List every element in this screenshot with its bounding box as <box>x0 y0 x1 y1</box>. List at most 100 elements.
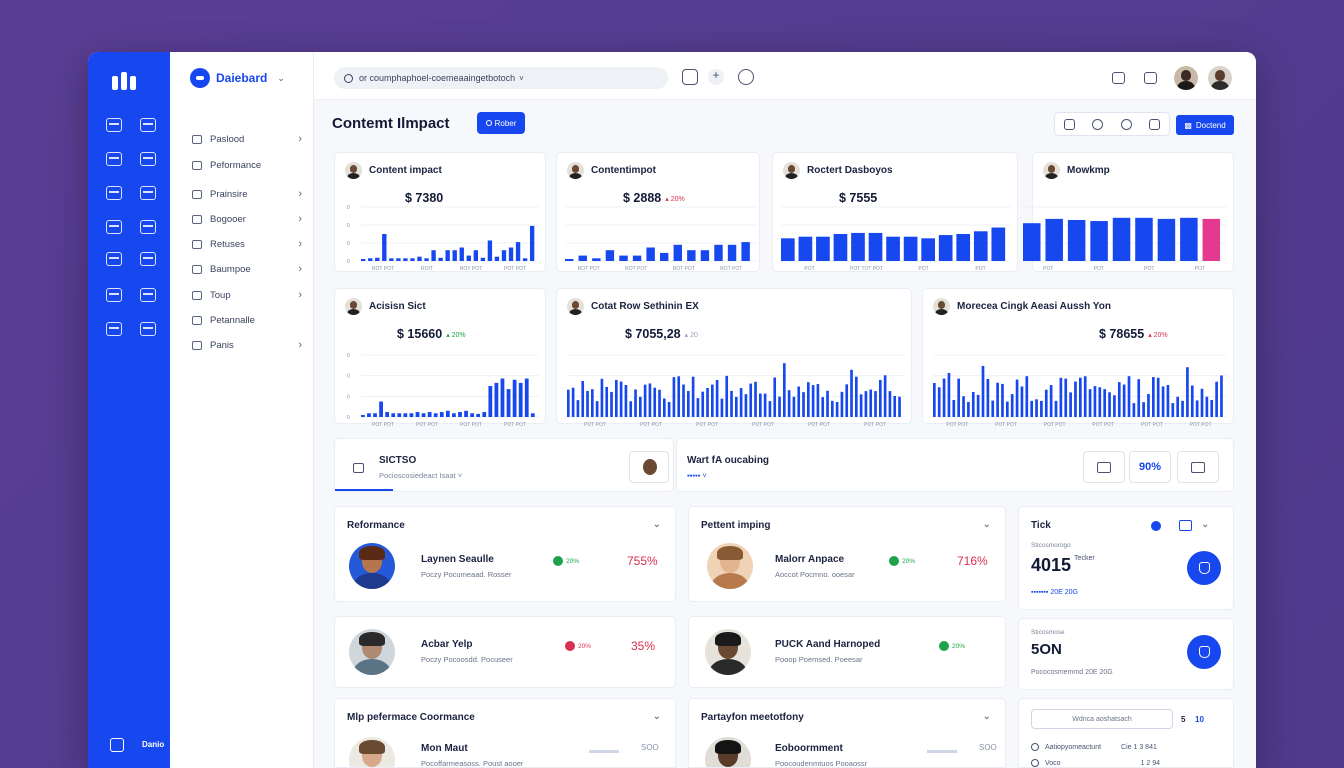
grid-icon[interactable] <box>140 152 156 166</box>
sidebar-item[interactable]: Toup › <box>192 286 302 304</box>
chevron-right-icon: › <box>298 339 302 351</box>
view-toolbar <box>1054 112 1170 136</box>
layers-icon[interactable] <box>140 220 156 234</box>
shield-icon[interactable] <box>106 288 122 302</box>
primary-action-button[interactable]: ▩ Doctend <box>1176 115 1234 135</box>
folder-icon[interactable] <box>1112 72 1125 84</box>
monitor-icon[interactable] <box>106 152 122 166</box>
sidebar-item[interactable]: Prainsire › <box>192 185 302 203</box>
people-card[interactable]: Pettent imping ⌄ Malorr Anpace Aoccot Pocmn… <box>688 506 1006 602</box>
kpi-card[interactable]: Morecea Cingk Aeasi Aussh Yon $ 78655 ▴ 20… <box>922 288 1234 428</box>
people-card[interactable]: Partayfon meetotfony ⌄ Eoboormment Poocoude… <box>688 698 1006 768</box>
sidebar-item[interactable]: Retuses › <box>192 235 302 253</box>
image-button[interactable] <box>1083 451 1125 483</box>
home-icon[interactable] <box>106 186 122 200</box>
chevron-down-icon: ⌄ <box>277 72 285 83</box>
kpi-card[interactable]: Acisisn Sict $ 15660 ▴ 20% 0 0 0 0 POT POT POT P… <box>334 288 546 428</box>
chevron-down-icon[interactable]: ⌄ <box>1201 519 1210 530</box>
stat-card-second: Sticosmose 5ON Pococosmemmd 20E 20G <box>1018 618 1234 690</box>
brand-switcher[interactable]: Daiebard ⌄ <box>190 68 285 88</box>
document-icon[interactable] <box>1149 118 1161 130</box>
refresh-icon[interactable] <box>1092 118 1104 130</box>
x-tick-label: POT POT <box>1141 422 1163 428</box>
avatar[interactable] <box>1208 66 1232 90</box>
chart-bar <box>883 375 887 417</box>
people-card[interactable]: Mlp pefermace Coormance ⌄ Mon Maut Pocoffar… <box>334 698 676 768</box>
kpi-card[interactable]: Content impact $ 7380 0 0 0 0 ROT POT ROIT ROY P… <box>334 152 546 272</box>
avatar <box>705 629 751 675</box>
sidebar-item[interactable]: Bogooer › <box>192 210 302 228</box>
x-tick-label: POT <box>975 266 985 272</box>
filter-button[interactable]: Rober <box>477 112 525 134</box>
document-icon[interactable] <box>140 118 156 132</box>
sidebar-item[interactable]: Peformance <box>192 156 302 174</box>
chevron-down-icon[interactable]: ⌄ <box>982 519 991 530</box>
chart-bar <box>458 412 462 417</box>
trend-pill: 20% <box>565 641 591 651</box>
add-button[interactable]: + <box>708 69 724 85</box>
calendar-icon[interactable] <box>1063 118 1075 130</box>
people-card[interactable]: Acbar Yelp Poczy Pocoosdd. Pocuseer 20% 35% <box>334 616 676 688</box>
kpi-card[interactable]: Contentimpot $ 2888 ▴ 20% ROT POT ROT POT ROT… <box>556 152 760 272</box>
chart-bar <box>1088 389 1092 417</box>
lock-icon[interactable] <box>140 252 156 266</box>
sidebar-item[interactable]: Petannalle <box>192 311 302 329</box>
chart-bar <box>610 391 613 417</box>
keyword-input[interactable]: Wdnca aoshatsach <box>1031 709 1173 729</box>
keyboard-button[interactable] <box>1177 451 1219 483</box>
chat-icon[interactable] <box>738 69 754 85</box>
avatar <box>705 737 751 767</box>
grid-icon[interactable] <box>106 252 122 266</box>
chevron-down-icon[interactable]: ⌄ <box>982 711 991 722</box>
calendar-icon[interactable] <box>682 69 698 85</box>
table-icon[interactable] <box>106 220 122 234</box>
trend-icon <box>939 641 949 651</box>
sidebar-item[interactable]: Panis › <box>192 336 302 354</box>
voice-button[interactable] <box>1187 635 1221 669</box>
sidebar-item[interactable]: Paslood › <box>192 130 302 148</box>
performance-percent: 716% <box>957 554 988 568</box>
workspace-icon[interactable] <box>110 738 124 752</box>
sidebar-item-label: Bogooer <box>210 213 246 225</box>
avatar[interactable] <box>629 451 669 483</box>
people-card[interactable]: Reformance ⌄ Laynen Seaulle Poczy Pocumeaad… <box>334 506 676 602</box>
list-item[interactable]: Aatiopyomeactunt Cie 1 3 841 <box>1031 743 1157 751</box>
sidebar-item-label: Peformance <box>210 159 262 171</box>
bar-chart: 0 0 0 0 POT POT POT POT POT POT POT POT <box>347 353 539 428</box>
person-name: Eoboormment <box>775 743 843 754</box>
voice-button[interactable] <box>1187 551 1221 585</box>
chart-bar <box>1215 381 1218 417</box>
nav-icon <box>192 214 202 224</box>
nav-icon <box>192 315 202 325</box>
calendar-icon[interactable] <box>140 186 156 200</box>
list-item[interactable]: Voco 1 2 94 <box>1031 759 1160 767</box>
clock-icon[interactable] <box>1120 118 1132 130</box>
chart-bar <box>826 390 829 417</box>
sidebar-item-label: Toup <box>210 289 231 301</box>
sidebar-item[interactable]: Baumpoe › <box>192 260 302 278</box>
kpi-card[interactable]: Roctert Dasboyos $ 7555 POT POT TOT POT POT P… <box>772 152 1018 272</box>
apps-icon[interactable] <box>106 322 122 336</box>
percent-badge[interactable]: 90% <box>1129 451 1171 483</box>
people-card[interactable]: PUCK Aand Harnoped Pooop Poemsed. Poeesar… <box>688 616 1006 688</box>
chart-icon[interactable] <box>106 118 122 132</box>
chevron-down-icon[interactable]: ⌄ <box>652 519 661 530</box>
calendar-icon[interactable] <box>1179 520 1192 531</box>
kpi-card[interactable]: Mowkmp POT POT POT POT <box>1023 152 1234 272</box>
chart-bar <box>991 400 995 417</box>
app-logo-icon[interactable] <box>112 68 138 90</box>
top-bar: or coumphaphoel-coemeaaingetbotoch ˅ + <box>314 52 1256 100</box>
chart-bar <box>967 401 970 417</box>
person-role: Poczy Pocumeaad. Rosser <box>421 570 512 579</box>
chevron-down-icon[interactable]: ⌄ <box>652 711 661 722</box>
bar-chart: POT POT POT POT POT POT POT POT POT POT POT P… <box>567 354 905 428</box>
search-input[interactable]: or coumphaphoel-coemeaaingetbotoch ˅ <box>334 67 668 89</box>
avatar[interactable] <box>1174 66 1198 90</box>
notification-icon[interactable] <box>1144 72 1157 84</box>
list-icon[interactable] <box>140 288 156 302</box>
summary-tab[interactable]: SICTSO Pocioscosiedeact Isaat ˅ <box>334 438 674 492</box>
chart-bar <box>473 250 479 261</box>
kpi-card[interactable]: Cotat Row Sethinin EX $ 7055,28 ▴ 20 POT PO… <box>556 288 912 428</box>
settings-icon[interactable] <box>140 322 156 336</box>
person-role: Pooop Poemsed. Poeesar <box>775 655 863 664</box>
